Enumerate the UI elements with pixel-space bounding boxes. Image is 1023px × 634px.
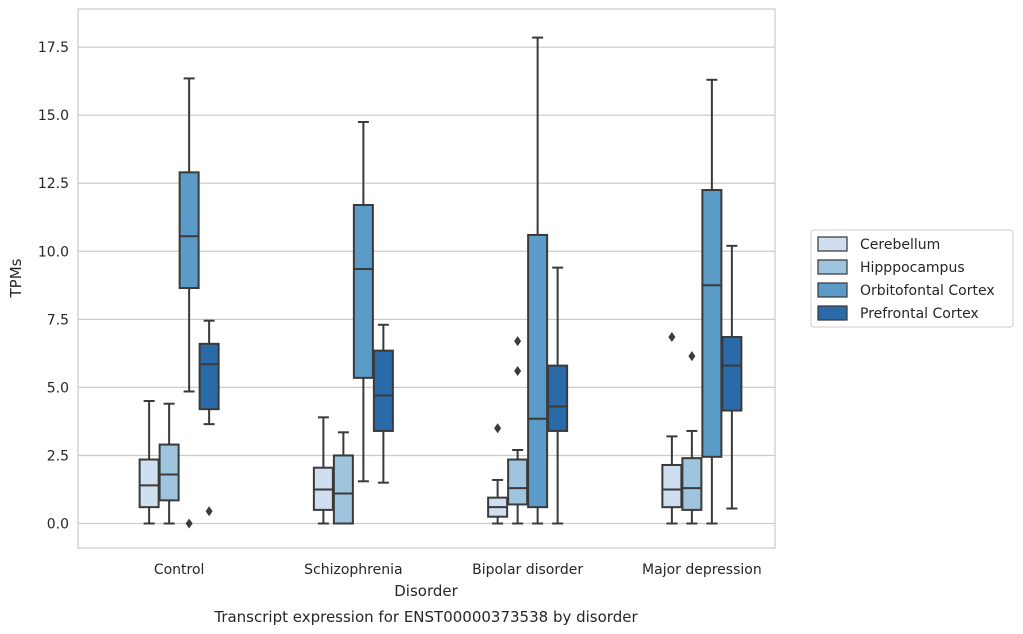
iqr-box [198, 342, 220, 411]
iqr-box [681, 457, 703, 511]
box-orbitofontal-cortex-0 [178, 77, 200, 529]
y-axis-ticks: 0.0 2.5 5.0 7.5 10.0 12.5 15.0 17.5 [38, 40, 69, 532]
y-tick-label: 12.5 [38, 176, 69, 192]
y-tick-label: 2.5 [47, 448, 69, 464]
box-cerebellum-3 [661, 332, 683, 525]
iqr-box [372, 349, 394, 432]
box-orbitofontal-cortex-1 [352, 120, 374, 483]
box-orbitofontal-cortex-2 [527, 36, 549, 525]
iqr-box [332, 454, 354, 525]
legend-swatch [817, 259, 848, 275]
y-tick-label: 7.5 [47, 312, 69, 328]
box-prefrontal-cortex-2 [547, 266, 569, 525]
iqr-box [527, 233, 549, 509]
iqr-box [661, 463, 683, 509]
x-axis-label: Disorder [394, 582, 458, 600]
iqr-box [138, 458, 160, 509]
box-hipppocampus-2 [507, 336, 529, 525]
y-axis-label: TPMs [7, 258, 25, 298]
chart-caption: Transcript expression for ENST0000037353… [213, 608, 638, 626]
legend-swatch [817, 282, 848, 298]
iqr-box [721, 336, 743, 412]
y-tick-label: 5.0 [47, 380, 69, 396]
legend: Cerebellum Hipppocampus Orbitofontal Corte… [810, 229, 1014, 328]
x-axis-ticks: Control Schizophrenia Bipolar disorder Majo… [154, 562, 762, 578]
box-prefrontal-cortex-3 [721, 244, 743, 510]
iqr-box [158, 443, 180, 502]
plot-frame [77, 8, 776, 549]
legend-frame [810, 229, 1014, 328]
legend-label: Cerebellum [860, 237, 940, 253]
outlier-point [185, 518, 193, 529]
iqr-box [701, 189, 723, 458]
outlier-point [205, 506, 213, 517]
box-cerebellum-1 [312, 416, 334, 525]
iqr-box [547, 364, 569, 432]
box-hipppocampus-1 [332, 431, 354, 525]
x-tick-label: Bipolar disorder [472, 562, 583, 578]
outlier-point [494, 423, 502, 434]
iqr-box [352, 204, 374, 379]
legend-swatch [817, 236, 848, 252]
box-hipppocampus-3 [681, 351, 703, 525]
box-cerebellum-0 [138, 400, 160, 525]
iqr-box [178, 171, 200, 290]
box-hipppocampus-0 [158, 402, 180, 525]
legend-label: Prefrontal Cortex [860, 306, 979, 322]
y-tick-label: 17.5 [38, 40, 69, 56]
box-cerebellum-2 [487, 423, 509, 525]
legend-swatch [817, 305, 848, 321]
y-tick-label: 15.0 [38, 108, 69, 124]
x-tick-label: Major depression [642, 562, 762, 578]
legend-label: Orbitofontal Cortex [860, 283, 995, 299]
x-tick-label: Schizophrenia [304, 562, 402, 578]
box-prefrontal-cortex-0 [198, 319, 220, 517]
outlier-point [514, 366, 522, 377]
x-tick-label: Control [154, 562, 205, 578]
outlier-point [688, 351, 696, 362]
outlier-point [514, 336, 522, 347]
iqr-box [507, 458, 529, 506]
outlier-point [668, 332, 676, 343]
box-prefrontal-cortex-1 [372, 323, 394, 484]
box-orbitofontal-cortex-3 [701, 78, 723, 525]
legend-label: Hipppocampus [860, 260, 965, 276]
y-tick-label: 10.0 [38, 244, 69, 260]
box-plots [138, 36, 743, 529]
y-tick-label: 0.0 [47, 517, 69, 533]
